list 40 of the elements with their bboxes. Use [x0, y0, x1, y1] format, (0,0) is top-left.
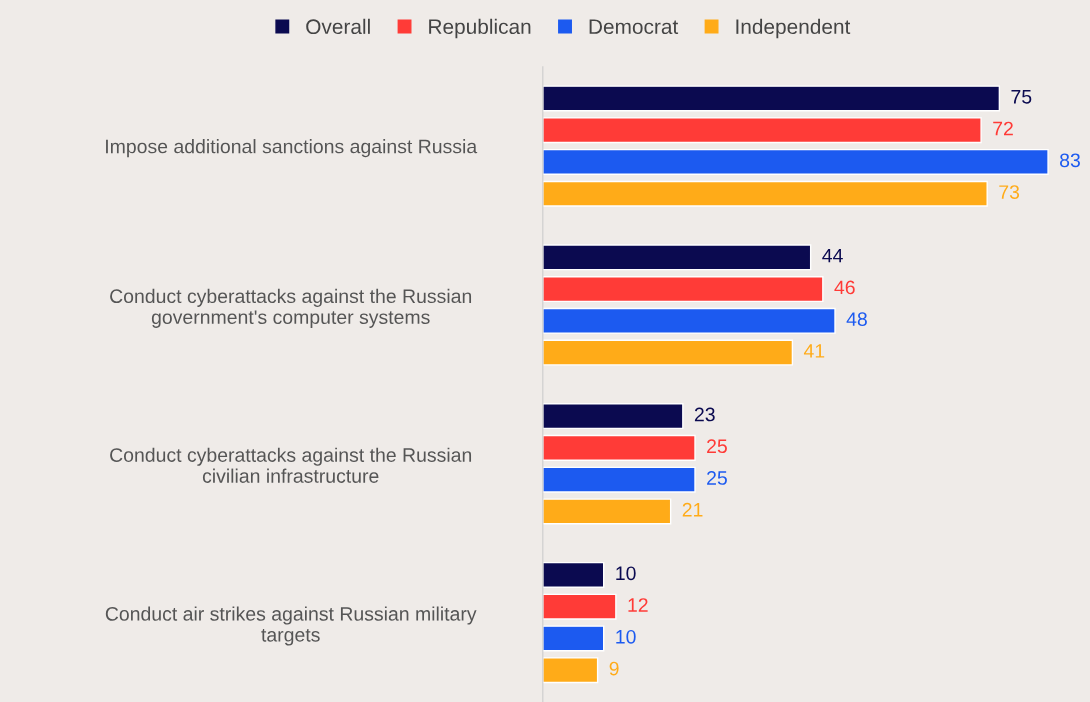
bar: [542, 276, 824, 303]
data-label: 10: [616, 629, 636, 644]
data-label: 44: [822, 248, 843, 263]
bar: [542, 148, 1049, 175]
y-tick-label: Conduct cyberattacks against the Russian civilian infrastructure: [110, 447, 472, 483]
bar: [542, 593, 617, 620]
bar: [542, 466, 696, 493]
data-label: 75: [1011, 90, 1032, 104]
legend-label: Republican: [429, 18, 531, 39]
bar: [542, 403, 684, 430]
data-label: 73: [999, 185, 1020, 199]
bar: [542, 244, 812, 271]
legend-label: Democrat: [589, 19, 679, 35]
data-label: 46: [834, 280, 855, 295]
bar: [542, 498, 672, 525]
data-label: 23: [694, 407, 715, 422]
data-label: 25: [707, 471, 727, 485]
legend-label: Independent: [736, 18, 851, 39]
data-label: 12: [628, 598, 648, 612]
bar: [542, 434, 696, 461]
data-label: 83: [1060, 153, 1080, 168]
data-label: 21: [682, 502, 703, 517]
bar: [542, 339, 794, 366]
y-tick-label: Impose additional sanctions against Russia: [106, 139, 478, 158]
y-tick-label: Conduct cyberattacks against the Russian government's computer systems: [110, 288, 472, 328]
bar: [542, 117, 982, 144]
bar: [542, 657, 599, 684]
legend-label: Overall: [306, 18, 370, 35]
bar: [542, 625, 605, 652]
bar: [542, 85, 1001, 112]
data-label: 72: [993, 121, 1013, 136]
data-label: 48: [846, 312, 867, 327]
data-label: 9: [609, 661, 619, 676]
bar: [542, 180, 988, 207]
data-label: 10: [616, 566, 636, 581]
bar: [542, 561, 605, 588]
data-label: 41: [803, 344, 825, 358]
y-tick-label: Conduct air strikes against Russian military targets: [105, 606, 477, 646]
data-label: 25: [707, 439, 727, 454]
bar: [542, 307, 836, 334]
